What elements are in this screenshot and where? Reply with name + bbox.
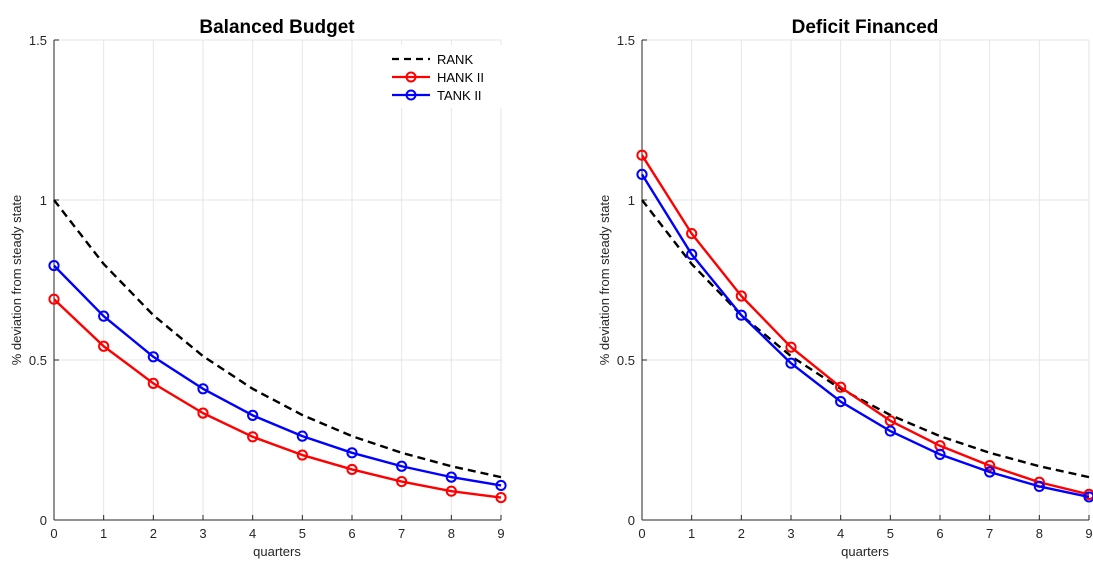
x-tick-label: 4: [249, 526, 256, 541]
chart-title: Deficit Financed: [792, 17, 939, 38]
x-tick-label: 4: [837, 526, 844, 541]
data-point-hank-ii: [785, 341, 797, 353]
data-point-tank-ii: [785, 357, 797, 369]
x-tick-label: 5: [299, 526, 306, 541]
data-point-hank-ii: [296, 449, 308, 461]
data-point-hank-ii: [48, 293, 60, 305]
y-tick-label: 1.5: [29, 33, 47, 48]
data-point-hank-ii: [346, 463, 358, 476]
data-point-hank-ii: [636, 149, 648, 161]
x-tick-label: 1: [100, 526, 107, 541]
x-tick-label: 9: [1085, 526, 1092, 541]
x-tick-label: 9: [497, 526, 504, 541]
legend-tank-marker: [405, 89, 417, 101]
data-point-tank-ii: [197, 383, 209, 395]
data-point-tank-ii: [495, 479, 507, 492]
y-tick-label: 0: [628, 513, 635, 528]
data-point-tank-ii: [934, 448, 946, 460]
x-tick-label: 2: [150, 526, 157, 541]
x-tick-label: 5: [887, 526, 894, 541]
data-point-hank-ii: [686, 228, 698, 240]
chart-title: Balanced Budget: [199, 17, 355, 38]
x-tick-label: 6: [936, 526, 943, 541]
data-point-tank-ii: [735, 309, 747, 321]
x-tick-label: 6: [348, 526, 355, 541]
data-point-hank-ii: [98, 340, 110, 352]
data-point-tank-ii: [1033, 480, 1045, 492]
series-line-hank-ii: [53, 298, 502, 499]
data-point-tank-ii: [48, 260, 60, 272]
y-axis-label: % deviation from steady state: [9, 195, 24, 366]
series-line-hank-ii: [640, 154, 1090, 496]
data-point-tank-ii: [346, 447, 358, 459]
x-tick-label: 3: [787, 526, 794, 541]
data-point-tank-ii: [98, 310, 110, 322]
x-axis-label: quarters: [841, 544, 889, 559]
data-point-hank-ii: [247, 431, 259, 443]
x-tick-label: 8: [1036, 526, 1043, 541]
data-point-tank-ii: [445, 471, 457, 483]
data-point-tank-ii: [1083, 491, 1093, 503]
y-tick-label: 1: [40, 193, 47, 208]
x-tick-label: 8: [448, 526, 455, 541]
chart-panel-balanced-budget: Balanced Budget quarters % deviation fro…: [9, 17, 507, 559]
data-point-tank-ii: [296, 430, 308, 442]
data-point-hank-ii: [735, 290, 747, 302]
legend: RANK HANK II TANK II: [385, 45, 505, 108]
y-tick-label: 0.5: [617, 353, 635, 368]
data-point-hank-ii: [884, 415, 896, 427]
data-point-tank-ii: [984, 466, 996, 478]
x-tick-label: 7: [398, 526, 405, 541]
legend-tank-label: TANK II: [437, 88, 482, 103]
data-point-hank-ii: [984, 460, 996, 472]
x-tick-label: 0: [638, 526, 645, 541]
x-tick-label: 2: [738, 526, 745, 541]
data-point-hank-ii: [147, 377, 159, 389]
y-axis-label: % deviation from steady state: [597, 195, 612, 366]
y-tick-label: 1.5: [617, 33, 635, 48]
data-point-tank-ii: [884, 425, 896, 437]
y-tick-label: 1: [628, 193, 635, 208]
series-line-tank-ii: [53, 264, 502, 487]
data-point-hank-ii: [396, 476, 408, 488]
data-point-hank-ii: [835, 381, 847, 393]
data-point-hank-ii: [197, 407, 209, 419]
y-tick-label: 0.5: [29, 353, 47, 368]
data-point-tank-ii: [686, 248, 698, 260]
chart-panel-deficit-financed: Deficit Financed quarters % deviation fr…: [597, 17, 1093, 559]
x-tick-label: 0: [50, 526, 57, 541]
x-tick-label: 7: [986, 526, 993, 541]
data-point-tank-ii: [147, 351, 159, 363]
legend-rank-label: RANK: [437, 52, 473, 67]
data-point-tank-ii: [396, 460, 408, 472]
series-line-rank: [53, 199, 502, 479]
data-point-tank-ii: [835, 396, 847, 408]
series-line-tank-ii: [640, 173, 1090, 499]
x-tick-label: 3: [199, 526, 206, 541]
x-tick-label: 1: [688, 526, 695, 541]
data-point-hank-ii: [495, 492, 507, 504]
x-axis-label: quarters: [253, 544, 301, 559]
data-point-hank-ii: [445, 485, 457, 497]
legend-hank-marker: [405, 71, 417, 83]
data-point-tank-ii: [247, 409, 259, 421]
y-tick-label: 0: [40, 513, 47, 528]
legend-hank-label: HANK II: [437, 70, 484, 85]
series-line-rank: [641, 199, 1090, 479]
data-point-tank-ii: [636, 168, 648, 180]
